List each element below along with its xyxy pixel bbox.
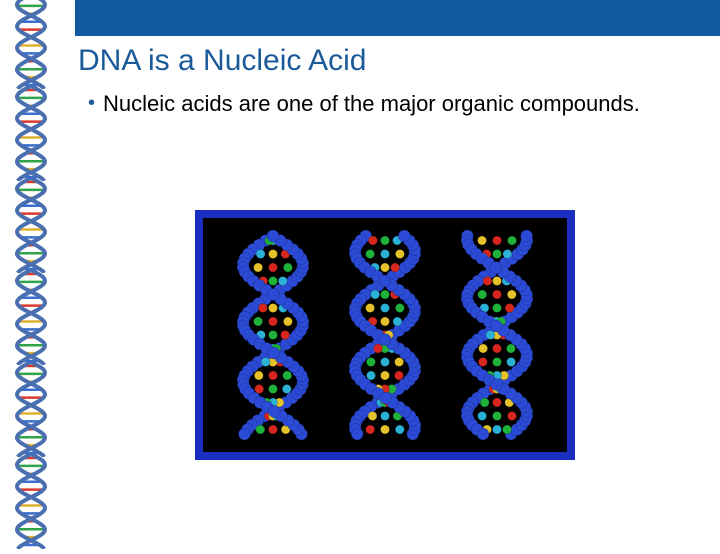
slide-title: DNA is a Nucleic Acid (78, 44, 366, 78)
side-helix-column (6, 0, 66, 540)
side-helix-icon (6, 178, 56, 273)
slide-top-bar (75, 0, 720, 36)
side-helix-icon (6, 0, 56, 89)
side-helix-icon (6, 454, 56, 549)
bullet-row: • Nucleic acids are one of the major org… (88, 90, 690, 118)
bullet-dot-icon: • (88, 90, 95, 116)
bullet-text: Nucleic acids are one of the major organ… (103, 90, 640, 118)
dna-molecule-icon (203, 218, 567, 452)
side-helix-icon (6, 86, 56, 181)
side-helix-icon (6, 270, 56, 365)
dna-figure (195, 210, 575, 460)
side-helix-icon (6, 362, 56, 457)
